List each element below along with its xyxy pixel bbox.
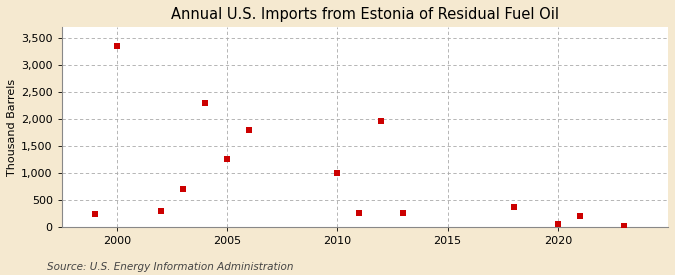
Point <box>618 224 629 228</box>
Point <box>155 209 166 213</box>
Text: Source: U.S. Energy Information Administration: Source: U.S. Energy Information Administ… <box>47 262 294 272</box>
Point <box>508 205 519 209</box>
Point <box>574 214 585 218</box>
Point <box>332 170 343 175</box>
Point <box>221 157 232 161</box>
Point <box>398 211 409 215</box>
Point <box>354 211 364 215</box>
Point <box>200 101 211 106</box>
Y-axis label: Thousand Barrels: Thousand Barrels <box>7 79 17 176</box>
Point <box>111 44 122 48</box>
Point <box>376 119 387 123</box>
Point <box>178 186 188 191</box>
Point <box>244 128 254 132</box>
Point <box>89 211 100 216</box>
Title: Annual U.S. Imports from Estonia of Residual Fuel Oil: Annual U.S. Imports from Estonia of Resi… <box>171 7 559 22</box>
Point <box>552 221 563 226</box>
